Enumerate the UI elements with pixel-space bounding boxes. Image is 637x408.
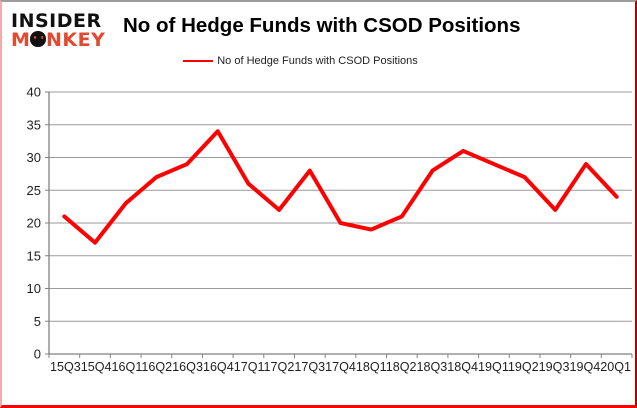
svg-text:25: 25 [27, 183, 41, 198]
x-axis-labels: 15Q315Q416Q116Q216Q316Q417Q117Q217Q317Q4… [50, 359, 631, 374]
svg-text:15Q315Q416Q116Q216Q316Q417Q117: 15Q315Q416Q116Q216Q316Q417Q117Q217Q317Q4… [50, 359, 631, 374]
svg-text:35: 35 [27, 117, 41, 132]
legend-line-swatch [183, 60, 214, 62]
chart-legend: No of Hedge Funds with CSOD Positions [2, 55, 617, 67]
chart-title: No of Hedge Funds with CSOD Positions [123, 14, 521, 37]
gridlines [49, 91, 632, 322]
legend-label: No of Hedge Funds with CSOD Positions [217, 55, 418, 67]
x-axis-ticks [48, 354, 633, 358]
svg-text:40: 40 [27, 85, 41, 100]
y-axis-labels: 0 5 10 15 20 25 30 35 40 [27, 85, 49, 362]
svg-text:30: 30 [27, 150, 41, 165]
monkey-face-icon [30, 31, 46, 47]
insider-monkey-logo: INSIDER M NKEY [11, 12, 105, 49]
logo-text-monkey: M NKEY [11, 28, 106, 51]
svg-text:0: 0 [34, 347, 41, 362]
svg-text:20: 20 [27, 216, 41, 231]
svg-text:5: 5 [34, 314, 41, 329]
logo-text-insider: INSIDER [11, 10, 102, 32]
svg-text:10: 10 [27, 281, 41, 296]
svg-text:15: 15 [27, 248, 41, 263]
logo-monkey-nkey: NKEY [46, 28, 106, 51]
series-line [62, 129, 619, 245]
logo-monkey-m: M [11, 28, 31, 51]
